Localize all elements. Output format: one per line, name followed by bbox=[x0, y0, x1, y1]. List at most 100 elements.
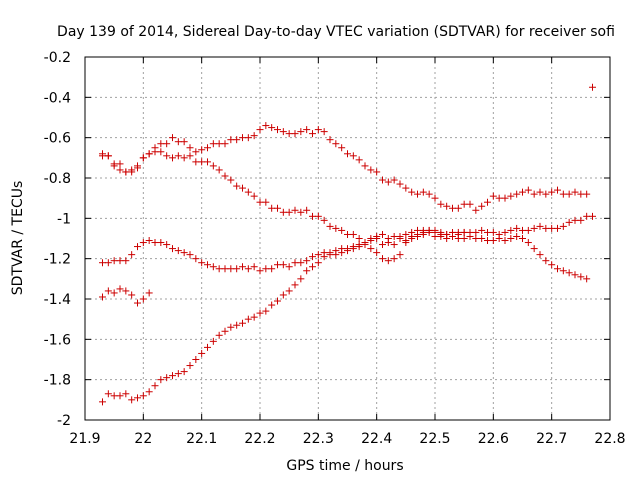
data-point bbox=[122, 390, 130, 398]
data-point bbox=[384, 178, 392, 186]
data-point bbox=[396, 251, 404, 259]
data-point bbox=[332, 224, 340, 232]
data-point bbox=[244, 265, 252, 273]
plot-frame bbox=[84, 56, 611, 421]
data-point bbox=[198, 349, 206, 357]
data-point bbox=[320, 253, 328, 261]
data-point bbox=[548, 261, 556, 269]
data-point bbox=[227, 176, 235, 184]
data-point bbox=[291, 130, 299, 138]
data-point bbox=[233, 321, 241, 329]
data-point bbox=[303, 267, 311, 275]
data-point bbox=[530, 245, 538, 253]
y-tick-label: -2 bbox=[57, 413, 71, 429]
data-point bbox=[396, 232, 404, 240]
x-tick-label: 22 bbox=[134, 431, 152, 447]
data-point bbox=[268, 124, 276, 132]
data-point bbox=[128, 166, 136, 174]
data-point bbox=[180, 368, 188, 376]
data-point bbox=[536, 188, 544, 196]
data-point bbox=[559, 222, 567, 230]
x-tick-label: 22.6 bbox=[478, 431, 509, 447]
y-tick-label: -0.2 bbox=[44, 50, 71, 66]
data-point bbox=[460, 228, 468, 236]
data-point bbox=[221, 327, 229, 335]
data-point bbox=[157, 148, 165, 156]
data-point bbox=[279, 128, 287, 136]
data-point bbox=[460, 235, 468, 242]
data-point bbox=[268, 301, 276, 309]
data-point bbox=[443, 202, 451, 210]
data-point bbox=[209, 263, 217, 271]
data-point bbox=[554, 186, 561, 194]
data-point bbox=[542, 224, 550, 232]
data-point bbox=[402, 184, 410, 192]
data-point bbox=[163, 140, 171, 148]
x-tick-label: 22.1 bbox=[186, 431, 217, 447]
series-track-1 bbox=[99, 148, 591, 283]
data-point bbox=[139, 154, 147, 162]
data-point bbox=[513, 224, 521, 232]
data-point bbox=[542, 257, 550, 265]
data-point bbox=[379, 176, 386, 184]
data-point bbox=[338, 226, 346, 234]
data-point bbox=[180, 249, 188, 257]
x-tick-label: 21.9 bbox=[69, 431, 100, 447]
y-tick-label: -1.6 bbox=[44, 332, 71, 348]
data-point bbox=[472, 206, 480, 214]
data-point bbox=[285, 287, 293, 295]
data-point bbox=[303, 126, 311, 134]
series-track-3 bbox=[99, 212, 596, 275]
data-point bbox=[256, 126, 264, 134]
data-point bbox=[151, 144, 159, 152]
data-points bbox=[99, 83, 596, 406]
data-point bbox=[303, 206, 311, 214]
data-point bbox=[443, 230, 451, 238]
data-point bbox=[110, 289, 118, 297]
data-point bbox=[373, 232, 381, 240]
data-point bbox=[349, 243, 357, 251]
data-point bbox=[489, 228, 497, 236]
data-point bbox=[530, 190, 538, 198]
data-point bbox=[262, 198, 270, 206]
data-point bbox=[326, 136, 334, 144]
data-point bbox=[139, 295, 147, 303]
data-point bbox=[116, 160, 124, 168]
data-point bbox=[250, 263, 258, 271]
data-point bbox=[186, 152, 194, 160]
data-point bbox=[145, 289, 153, 297]
data-point bbox=[128, 251, 136, 259]
data-point bbox=[408, 188, 416, 196]
data-point bbox=[192, 356, 200, 363]
data-point bbox=[174, 152, 182, 160]
data-point bbox=[221, 140, 229, 148]
data-point bbox=[169, 245, 176, 253]
data-point bbox=[314, 251, 322, 259]
data-point bbox=[250, 132, 258, 140]
data-point bbox=[577, 216, 585, 224]
data-point bbox=[297, 275, 305, 283]
y-axis-label: SDTVAR / TECUs bbox=[10, 181, 26, 296]
data-point bbox=[227, 265, 235, 273]
data-point bbox=[559, 267, 567, 275]
data-point bbox=[198, 259, 206, 267]
data-point bbox=[373, 249, 381, 257]
data-point bbox=[589, 212, 596, 220]
data-point bbox=[524, 186, 532, 194]
data-point bbox=[227, 323, 235, 331]
data-point bbox=[414, 190, 421, 198]
data-point bbox=[239, 184, 246, 192]
data-point bbox=[116, 166, 124, 174]
data-point bbox=[326, 249, 334, 257]
data-point bbox=[519, 235, 526, 242]
data-point bbox=[134, 164, 141, 172]
data-point bbox=[122, 257, 130, 265]
grid bbox=[85, 57, 610, 420]
data-point bbox=[99, 150, 106, 158]
series-track-5 bbox=[99, 285, 153, 307]
data-point bbox=[215, 331, 223, 339]
data-point bbox=[139, 392, 147, 400]
data-point bbox=[309, 253, 316, 261]
data-point bbox=[186, 362, 194, 370]
